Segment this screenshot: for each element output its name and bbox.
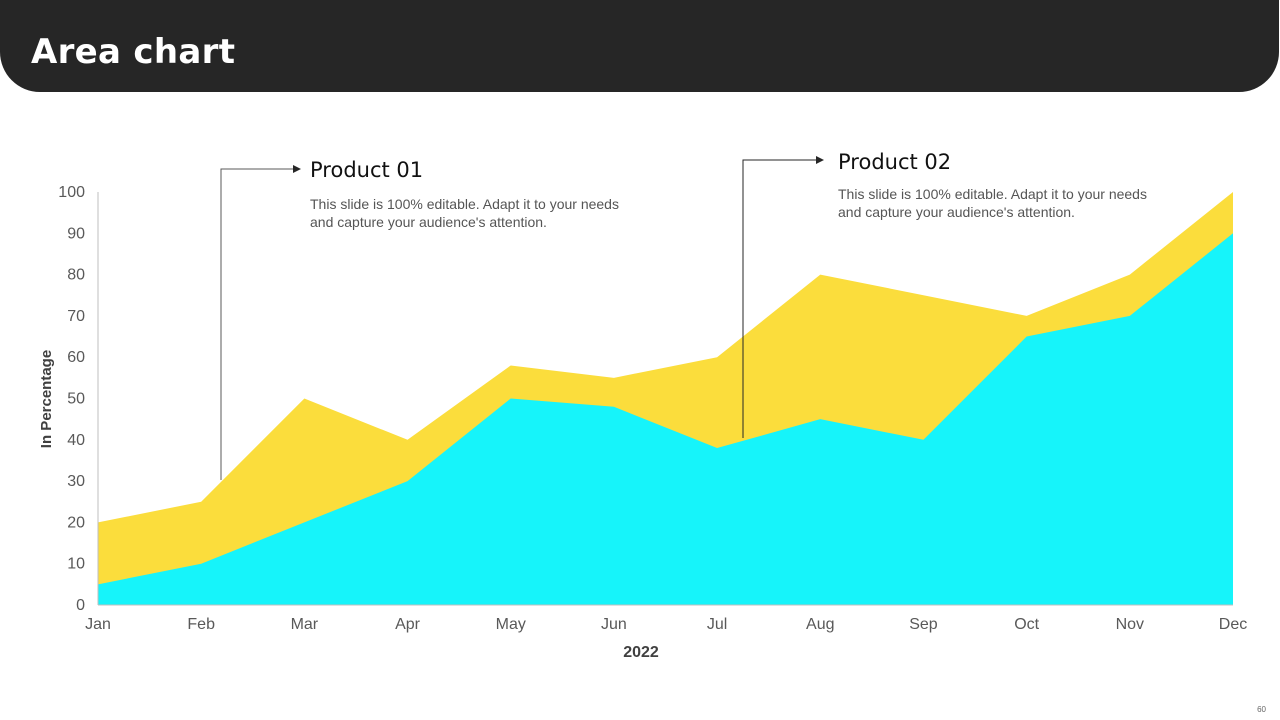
x-tick-label: Sep [909, 616, 938, 633]
y-tick-label: 60 [67, 349, 85, 366]
x-tick-label: Jun [601, 616, 627, 633]
y-tick-label: 70 [67, 308, 85, 325]
product-02-arrowhead [816, 156, 824, 164]
chart-areas [98, 192, 1233, 606]
area-product-02 [98, 233, 1233, 606]
y-tick-label: 50 [67, 391, 85, 408]
chart-ticks: 0 10 20 30 40 50 60 70 80 90 100 Jan Feb Mar Apr May Jun… [58, 184, 1247, 633]
chart-axes [97, 192, 1233, 606]
y-tick-label: 40 [67, 432, 85, 449]
product-01-description: This slide is 100% editable. Adapt it to… [310, 196, 619, 230]
x-axis-label: 2022 [623, 644, 659, 661]
y-axis-label: In Percentage [38, 350, 55, 448]
y-tick-label: 100 [58, 184, 85, 201]
y-tick-label: 20 [67, 514, 85, 531]
x-tick-label: Aug [806, 616, 834, 633]
title-bar: Area chart [0, 0, 1279, 92]
product-02-title: Product 02 [838, 150, 952, 174]
y-tick-label: 80 [67, 267, 85, 284]
callout-connectors [220, 156, 824, 480]
product-01-title: Product 01 [310, 158, 424, 182]
x-tick-label: Feb [187, 616, 215, 633]
y-tick-label: 0 [76, 597, 85, 614]
x-tick-label: Apr [395, 616, 421, 633]
product-02-description: This slide is 100% editable. Adapt it to… [838, 186, 1147, 220]
x-tick-label: Jul [707, 616, 727, 633]
slide-number: 60 [1257, 705, 1266, 714]
product-02-connector-line [742, 159, 817, 438]
x-tick-label: Jan [85, 616, 111, 633]
x-tick-label: Dec [1219, 616, 1247, 633]
slide-title: Area chart [31, 32, 236, 72]
y-tick-label: 10 [67, 556, 85, 573]
y-tick-label: 30 [67, 473, 85, 490]
x-tick-label: Mar [291, 616, 319, 633]
x-tick-label: Oct [1014, 616, 1039, 633]
x-tick-label: Nov [1116, 616, 1144, 633]
product-01-arrowhead [293, 165, 301, 173]
product-01-connector-line [220, 168, 294, 480]
y-tick-label: 90 [67, 225, 85, 242]
x-tick-label: May [496, 616, 526, 633]
